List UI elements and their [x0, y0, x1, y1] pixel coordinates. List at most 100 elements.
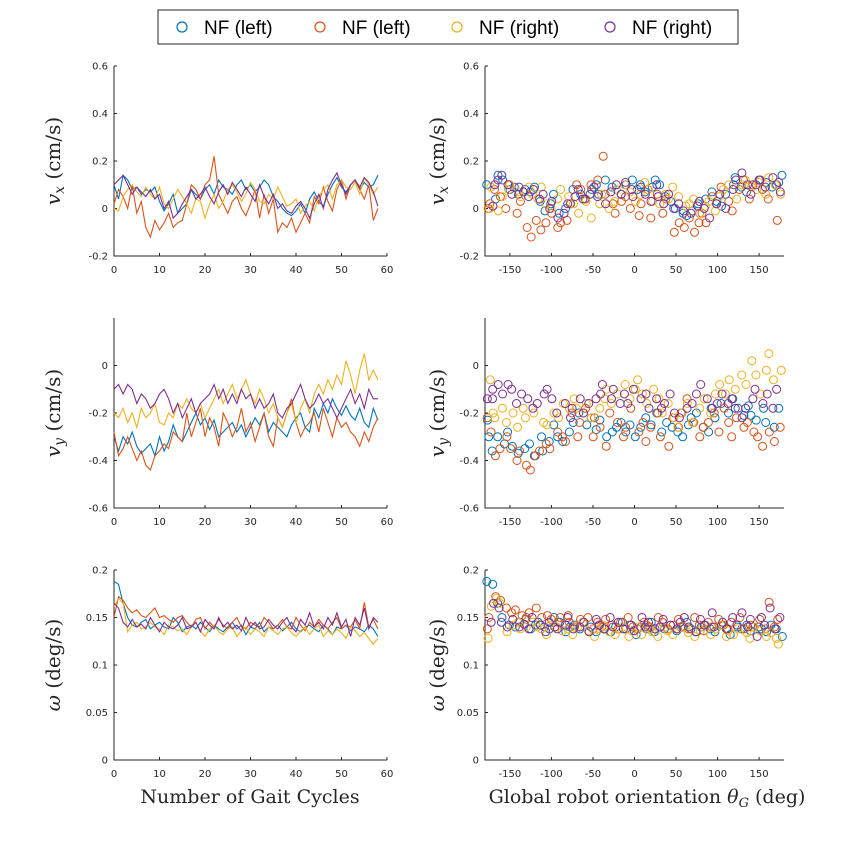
scatter-point — [690, 613, 700, 622]
scatter-point — [564, 192, 574, 202]
scatter-point — [535, 620, 545, 630]
scatter-point — [566, 413, 575, 423]
y-tick-label: 0.15 — [457, 613, 479, 624]
y-tick-label: -0.4 — [459, 456, 479, 467]
scatter-point — [485, 199, 495, 209]
scatter-point — [690, 632, 700, 641]
scatter-point — [544, 617, 554, 627]
scatter-point — [658, 208, 668, 218]
scatter-point — [502, 432, 512, 442]
scatter-point — [777, 632, 787, 641]
scatter-point — [639, 617, 649, 627]
scatter-point — [498, 175, 508, 185]
scatter-point — [507, 384, 517, 394]
scatter-point — [636, 182, 646, 192]
scatter-point — [709, 408, 719, 418]
series-line — [113, 171, 379, 220]
scatter-point — [640, 189, 650, 199]
scatter-point — [521, 622, 531, 632]
scatter-point — [567, 403, 577, 413]
scatter-point — [512, 208, 522, 218]
x-tick-label: 20 — [199, 769, 212, 780]
x-tick-label: -150 — [499, 769, 522, 780]
x-tick-label: 30 — [244, 517, 257, 528]
scatter-point — [674, 413, 684, 423]
scatter-point — [553, 427, 563, 437]
scatter-point — [684, 622, 694, 632]
scatter-point — [606, 187, 616, 197]
scatter-point — [704, 196, 714, 206]
scatter-point — [637, 389, 647, 399]
scatter-point — [621, 422, 631, 432]
scatter-point — [628, 192, 638, 202]
scatter-point — [669, 413, 679, 423]
scatter-point — [706, 408, 716, 418]
scatter-point — [571, 403, 581, 413]
scatter-point — [513, 617, 523, 627]
scatter-point — [516, 192, 526, 202]
scatter-point — [490, 413, 500, 423]
scatter-point — [710, 206, 720, 216]
scatter-point — [501, 603, 511, 613]
x-tick-label: 150 — [750, 517, 769, 528]
scatter-point — [680, 622, 690, 632]
scatter-point — [727, 206, 737, 216]
x-tick-label: 0 — [631, 265, 637, 276]
scatter-point — [706, 630, 716, 640]
legend-marker — [176, 21, 188, 33]
scatter-point — [753, 432, 763, 442]
scatter-point — [498, 403, 507, 413]
scatter-point — [724, 375, 734, 385]
scatter-point — [581, 196, 591, 206]
y-tick-label: 0.1 — [463, 661, 479, 672]
scatter-point — [508, 620, 518, 630]
scatter-point — [650, 624, 660, 634]
series-line — [113, 176, 379, 220]
scatter-point — [758, 185, 768, 194]
scatter-point — [547, 196, 557, 206]
panel-w_cycles: 0 10 20 30 40 50 60 0 0.05 0.1 0.15 0.2 ω (deg/s) Num… — [41, 566, 393, 809]
scatter-point — [610, 208, 620, 218]
scatter-point — [647, 627, 657, 637]
scatter-point — [772, 215, 782, 225]
scatter-point — [585, 189, 595, 199]
scatter-point — [746, 189, 756, 199]
scatter-point — [510, 605, 520, 615]
scatter-point — [669, 204, 679, 213]
scatter-point — [630, 384, 640, 394]
scatter-point — [756, 613, 766, 622]
scatter-point — [638, 418, 648, 427]
scatter-point — [493, 170, 503, 180]
scatter-point — [655, 622, 665, 632]
y-tick-label: 0 — [473, 361, 479, 372]
x-tick-label: 60 — [381, 769, 394, 780]
scatter-point — [655, 199, 665, 209]
scatter-point — [636, 422, 646, 432]
scatter-point — [557, 432, 567, 442]
scatter-point — [714, 427, 724, 437]
scatter-point — [573, 432, 583, 442]
scatter-point — [512, 399, 521, 408]
scatter-point — [544, 437, 554, 446]
scatter-point — [507, 189, 517, 199]
scatter-point — [717, 201, 726, 211]
scatter-point — [724, 180, 734, 190]
scatter-point — [641, 437, 651, 446]
scatter-point — [606, 399, 616, 408]
scatter-point — [637, 613, 647, 622]
scatter-point — [742, 180, 752, 190]
scatter-point — [558, 437, 568, 446]
scatter-point — [494, 603, 504, 613]
scatter-point — [695, 432, 705, 442]
scatter-point — [727, 432, 737, 442]
scatter-point — [668, 182, 678, 192]
scatter-point — [593, 175, 603, 185]
scatter-point — [541, 218, 551, 228]
y-axis-label: ω (deg/s) — [425, 619, 449, 712]
scatter-point — [760, 620, 769, 630]
scatter-point — [704, 427, 714, 437]
scatter-point — [702, 394, 712, 404]
scatter-point — [598, 151, 608, 161]
scatter-point — [484, 432, 494, 442]
scatter-point — [611, 185, 621, 194]
